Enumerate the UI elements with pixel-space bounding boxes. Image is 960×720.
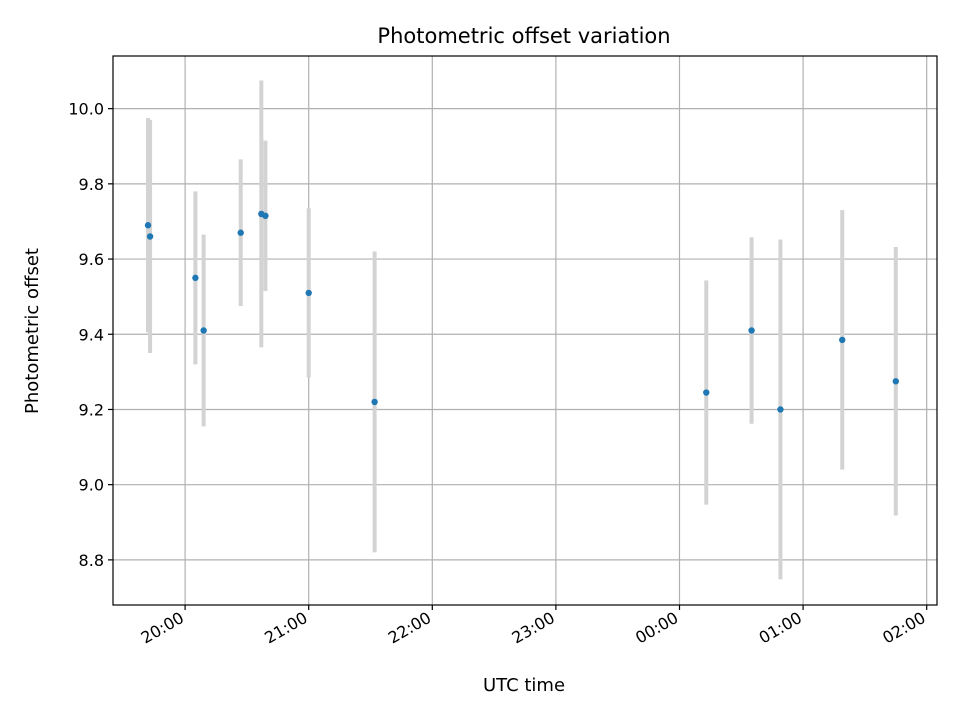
data-point [703,389,710,396]
data-point [839,336,846,344]
data-point [262,212,269,220]
y-tick-label: 10.0 [68,100,104,119]
y-tick-label: 9.2 [79,400,104,419]
data-points [144,210,899,413]
y-tick-label: 8.8 [79,551,104,570]
data-point [237,229,244,236]
plot-frame [112,55,938,606]
data-point [200,327,207,334]
data-point [748,327,755,334]
data-point [892,378,899,385]
data-point [192,274,199,282]
y-tick-label: 9.8 [79,175,104,194]
data-point [146,233,154,240]
grid [113,56,937,605]
data-point [305,289,312,297]
y-tick-label: 9.4 [79,325,104,344]
y-tick-label: 9.0 [79,476,104,495]
x-axis-label: UTC time [483,675,565,696]
y-axis-ticks: 8.8 9.0 9.2 9.4 9.6 9.8 10.0 [68,100,113,570]
y-axis-label: Photometric offset [22,248,43,414]
data-point [144,222,152,229]
data-point [371,398,378,406]
data-point [777,406,784,413]
chart-title: Photometric offset variation [377,24,670,48]
y-tick-label: 9.6 [79,250,104,269]
